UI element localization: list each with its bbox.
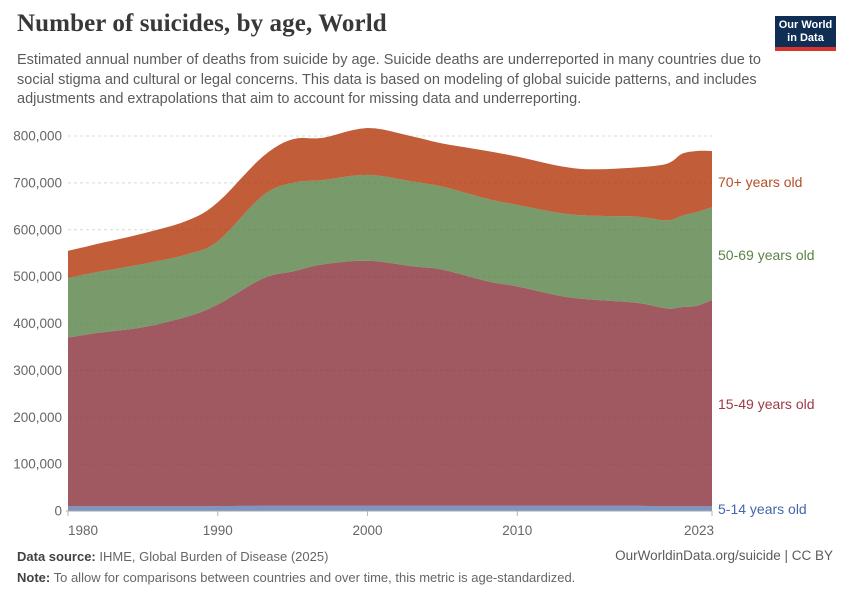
- y-tick-label: 500,000: [13, 269, 62, 284]
- area-band-70-years-old: [68, 128, 712, 278]
- note-label: Note:: [17, 570, 51, 585]
- series-label-70plus: 70+ years old: [718, 174, 803, 190]
- x-tick-label: 1990: [203, 523, 233, 538]
- x-tick-label: 2010: [502, 523, 532, 538]
- area-band-15-49-years-old: [68, 260, 712, 507]
- y-tick-label: 200,000: [13, 410, 62, 425]
- series-label-5-14: 5-14 years old: [718, 501, 807, 517]
- area-band-50-69-years-old: [68, 174, 712, 338]
- owid-logo[interactable]: Our World in Data: [775, 16, 836, 51]
- chart-subtitle: Estimated annual number of deaths from s…: [17, 52, 761, 107]
- y-tick-label: 0: [54, 504, 62, 519]
- y-tick-label: 700,000: [13, 175, 62, 190]
- page-title: Number of suicides, by age, World: [17, 10, 387, 37]
- y-tick-label: 600,000: [13, 222, 62, 237]
- footer-notes: Data source: IHME, Global Burden of Dise…: [17, 546, 575, 588]
- area-band-5-14-years-old: [68, 505, 712, 511]
- logo-line-1: Our World: [778, 19, 833, 31]
- y-tick-label: 400,000: [13, 316, 62, 331]
- data-source-text: IHME, Global Burden of Disease (2025): [99, 549, 329, 564]
- owid-link[interactable]: OurWorldinData.org/suicide | CC BY: [615, 548, 833, 563]
- x-tick-label: 2023: [684, 523, 714, 538]
- y-tick-label: 800,000: [13, 129, 62, 144]
- series-label-50-69: 50-69 years old: [718, 247, 815, 263]
- series-label-15-49: 15-49 years old: [718, 396, 815, 412]
- data-source-label: Data source:: [17, 549, 96, 564]
- x-tick-label: 1980: [68, 523, 98, 538]
- y-tick-label: 300,000: [13, 363, 62, 378]
- x-tick-label: 2000: [353, 523, 383, 538]
- logo-line-2: in Data: [787, 31, 824, 44]
- data-source-line: Data source: IHME, Global Burden of Dise…: [17, 546, 575, 567]
- note-line: Note: To allow for comparisons between c…: [17, 567, 575, 588]
- note-text: To allow for comparisons between countri…: [53, 570, 576, 585]
- y-tick-label: 100,000: [13, 457, 62, 472]
